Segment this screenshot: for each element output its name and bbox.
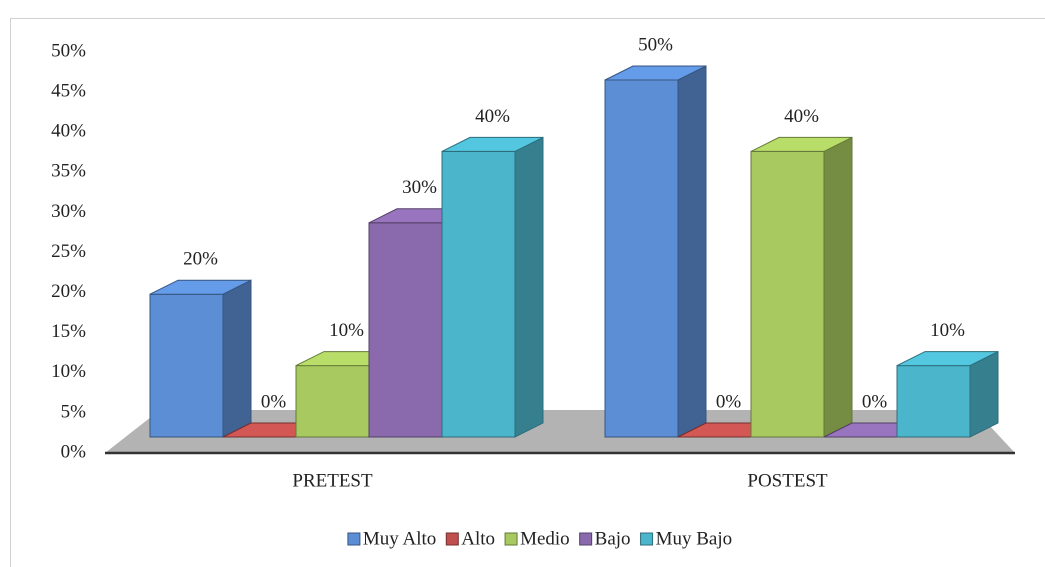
y-tick-label: 0% [61, 441, 87, 462]
legend-label: Bajo [595, 528, 631, 549]
data-label: 30% [402, 177, 437, 198]
legend-label: Muy Alto [363, 528, 436, 549]
legend-swatch [504, 532, 518, 546]
y-tick-label: 20% [51, 281, 86, 302]
legend: Muy Alto Alto Medio Bajo Muy Bajo [347, 528, 733, 549]
y-tick-label: 15% [51, 321, 86, 342]
bar-side [969, 350, 999, 438]
bar [149, 279, 252, 438]
x-tick-label: PRETEST [292, 470, 373, 491]
data-label: 0% [716, 391, 742, 412]
bar-front [149, 293, 224, 438]
legend-swatch [579, 532, 593, 546]
data-label: 40% [784, 106, 819, 127]
y-tick-label: 50% [51, 40, 86, 61]
data-label: 40% [475, 106, 510, 127]
bar-side [514, 136, 544, 438]
bar-front [604, 79, 679, 438]
legend-swatch [640, 532, 654, 546]
y-tick-label: 35% [51, 161, 86, 182]
legend-swatch [445, 532, 459, 546]
bar-side [823, 136, 853, 438]
data-label: 10% [930, 320, 965, 341]
bar-front [441, 150, 516, 438]
bar-front [896, 365, 971, 438]
legend-label: Muy Bajo [656, 528, 733, 549]
bar-top [604, 65, 707, 81]
bar-front [368, 222, 443, 438]
y-tick-label: 40% [51, 121, 86, 142]
bar [441, 136, 544, 438]
bar-side [677, 65, 707, 438]
x-tick-label: POSTEST [747, 470, 828, 491]
legend-label: Medio [520, 528, 570, 549]
bar [750, 136, 853, 438]
data-label: 50% [638, 34, 673, 55]
bar-top [149, 279, 252, 295]
bar [896, 350, 999, 438]
y-tick-label: 5% [61, 401, 87, 422]
y-tick-label: 45% [51, 80, 86, 101]
data-label: 10% [329, 320, 364, 341]
bar-top [441, 136, 544, 152]
y-tick-label: 25% [51, 241, 86, 262]
data-label: 0% [261, 391, 287, 412]
bar-side [222, 279, 252, 438]
data-label: 20% [183, 249, 218, 270]
y-tick-label: 30% [51, 201, 86, 222]
bar-front [750, 150, 825, 438]
y-tick-label: 10% [51, 361, 86, 382]
data-label: 0% [862, 391, 888, 412]
legend-swatch [347, 532, 361, 546]
legend-label: Alto [461, 528, 495, 549]
bar-top [896, 351, 999, 367]
bar-top [750, 136, 853, 152]
bar-front [295, 365, 370, 438]
bar [604, 65, 707, 438]
